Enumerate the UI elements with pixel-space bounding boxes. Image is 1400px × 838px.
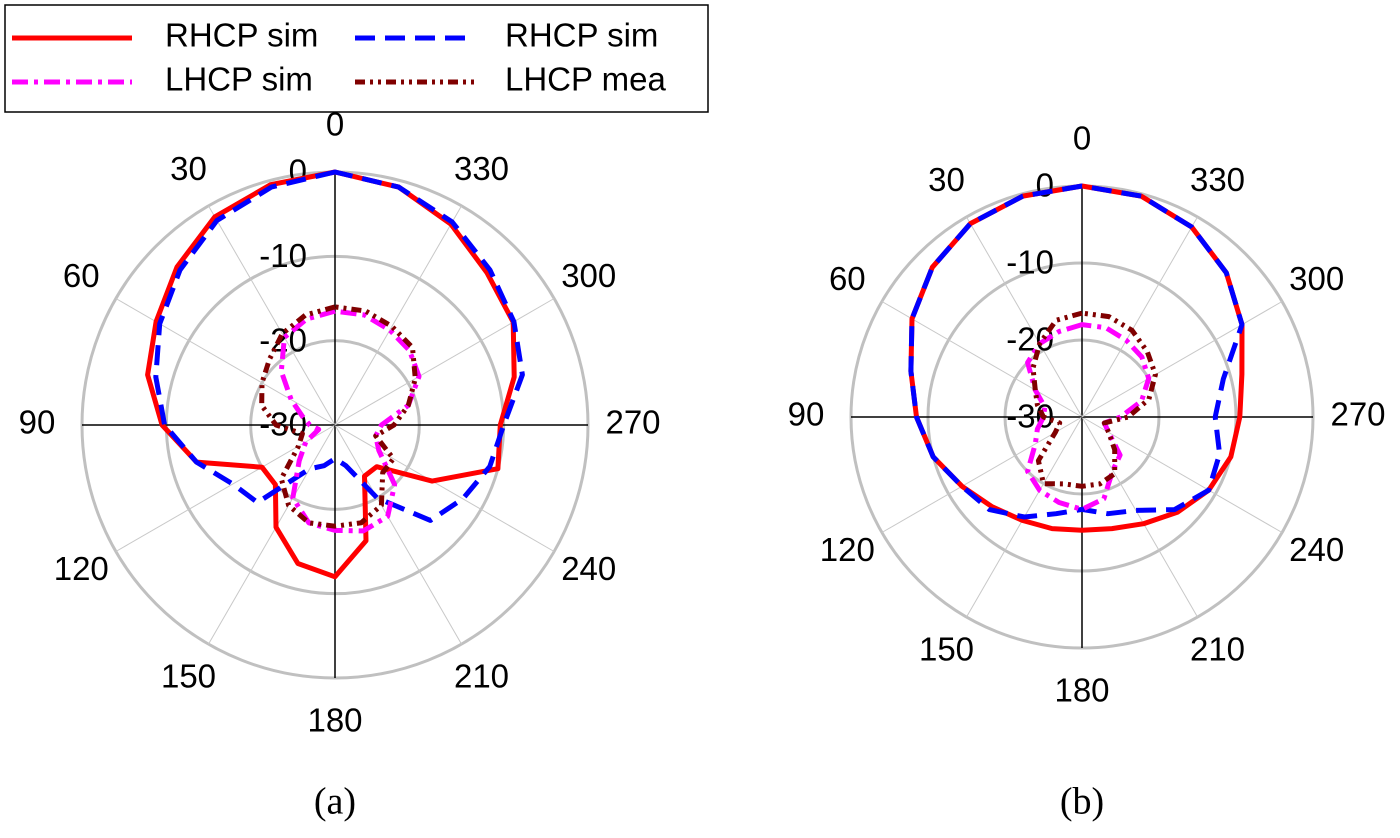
angle-label: 120	[820, 531, 875, 568]
caption: (b)	[1060, 781, 1104, 823]
angle-label: 30	[170, 150, 207, 187]
legend-label: LHCP mea	[505, 61, 666, 98]
angle-label: 150	[161, 657, 216, 694]
series-line	[153, 169, 525, 523]
grid-spoke	[334, 424, 462, 645]
angle-label: 210	[1190, 630, 1245, 667]
angle-label: 300	[561, 257, 616, 294]
grid-spoke	[208, 424, 336, 645]
angle-label: 210	[454, 657, 509, 694]
grid-spoke	[334, 424, 555, 552]
angle-label: 120	[54, 550, 109, 587]
grid-spoke	[115, 424, 336, 552]
grid-spoke	[1081, 416, 1198, 618]
r-tick-label: 0	[1036, 167, 1054, 204]
legend-label: RHCP sim	[165, 17, 318, 54]
series-line	[908, 183, 1245, 520]
angle-label: 240	[561, 550, 616, 587]
angle-label: 180	[1054, 672, 1109, 709]
grid-spoke	[1081, 216, 1198, 418]
grid-spoke	[334, 298, 555, 426]
angle-label: 60	[829, 260, 866, 297]
grid-spoke	[208, 205, 336, 426]
series-line	[259, 304, 418, 529]
r-tick-label: -10	[259, 237, 307, 274]
caption: (a)	[314, 781, 356, 823]
grid-spoke	[881, 416, 1083, 533]
angle-label: 240	[1289, 531, 1344, 568]
grid-spoke	[334, 205, 462, 426]
angle-label: 150	[919, 630, 974, 667]
angle-label: 90	[19, 404, 56, 441]
angle-label: 90	[788, 396, 825, 433]
angle-label: 60	[63, 257, 100, 294]
angle-label: 270	[605, 404, 660, 441]
angle-label: 330	[1190, 161, 1245, 198]
angle-label: 300	[1289, 260, 1344, 297]
legend-box	[4, 4, 709, 113]
grid-spoke	[115, 298, 336, 426]
grid-spoke	[1081, 416, 1283, 533]
grid-spoke	[881, 301, 1083, 418]
angle-label: 30	[928, 161, 965, 198]
angle-label: 0	[1073, 120, 1091, 157]
angle-label: 270	[1330, 396, 1385, 433]
r-tick-label: -10	[1006, 244, 1054, 281]
legend-label: RHCP sim	[505, 17, 658, 54]
angle-label: 180	[307, 702, 362, 739]
series-line	[145, 169, 517, 580]
legend-label: LHCP sim	[165, 61, 313, 98]
angle-label: 0	[326, 106, 344, 143]
grid-spoke	[966, 216, 1083, 418]
series-line	[1030, 310, 1158, 489]
r-tick-label: -30	[1006, 398, 1054, 435]
series-line	[278, 308, 422, 534]
angle-label: 330	[454, 150, 509, 187]
grid-spoke	[1081, 301, 1283, 418]
